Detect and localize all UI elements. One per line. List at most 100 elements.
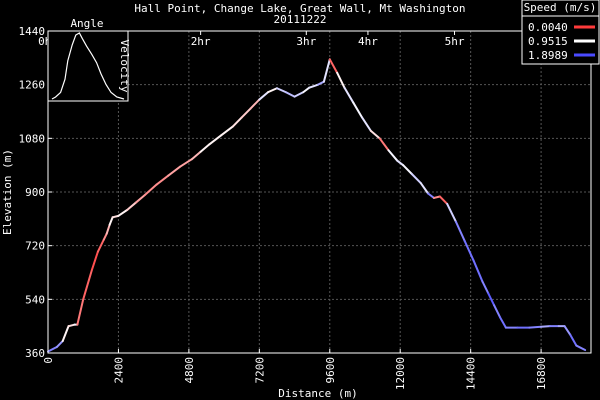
elevation-segment [361, 116, 372, 132]
grid [48, 31, 591, 353]
elevation-segment [569, 334, 578, 347]
legend-box [521, 0, 600, 65]
y-axis-label: Elevation (m) [1, 149, 14, 235]
elevation-segment [67, 323, 76, 328]
x-axis-label: Distance (m) [278, 387, 357, 400]
inset-ylabel: Velocity [118, 40, 131, 93]
y-tick-label: 360 [25, 347, 45, 360]
elevation-segment [258, 91, 270, 101]
legend-title: Speed (m/s) [524, 1, 597, 14]
elevation-segment [563, 325, 572, 337]
x-tick-label: 12000 [394, 357, 407, 390]
elevation-segment [293, 91, 305, 98]
elevation-segment [343, 86, 355, 104]
elevation-segment [427, 192, 435, 199]
x-tick-label: 9600 [324, 357, 337, 384]
inset-line [51, 32, 125, 100]
elevation-segment [387, 149, 399, 162]
elevation-segment [55, 340, 64, 349]
elevation-segment [487, 292, 496, 307]
elevation-segment [102, 232, 108, 241]
elevation-segment [47, 346, 58, 353]
elevation-segment [302, 86, 311, 94]
x-axis-ticks: 0 2400 4800 7200 9600 12000 14400 16800 [42, 349, 548, 390]
elevation-segment [410, 173, 422, 185]
elevation-segment [308, 83, 320, 89]
elevation-segment [499, 316, 507, 329]
elevation-segment [208, 134, 223, 146]
x-tick-label: 0 [42, 357, 55, 364]
elevation-segment [143, 183, 158, 196]
time-tick-label: 5hr [445, 35, 465, 48]
time-tick-label: 2hr [191, 35, 211, 48]
elevation-segment [135, 193, 146, 204]
elevation-segment [284, 91, 296, 98]
y-axis-ticks: 360 540 720 900 1080 1260 1440 [19, 25, 52, 360]
elevation-segment [167, 165, 182, 177]
elevation-segment [369, 129, 381, 140]
elevation-segment [126, 201, 138, 211]
elevation-segment [240, 107, 252, 119]
elevation-segment [454, 220, 466, 243]
x-tick-label: 14400 [465, 357, 478, 390]
inset-frame [47, 30, 129, 102]
elevation-segment [328, 58, 339, 74]
elevation-segment [396, 159, 405, 167]
elevation-segment [575, 344, 587, 352]
x-tick-label: 7200 [253, 357, 266, 384]
time-tick-label: 4hr [358, 35, 378, 48]
x-tick-label: 4800 [183, 357, 196, 384]
elevation-segment [493, 304, 502, 319]
elevation-segment [472, 259, 484, 283]
y-tick-label: 1080 [19, 132, 46, 145]
elevation-segment [249, 98, 261, 110]
elevation-segment [275, 87, 287, 94]
chart-title: Hall Point, Change Lake, Great Wall, Mt … [134, 2, 465, 15]
elevation-segment [540, 325, 551, 328]
elevation-segment [378, 137, 390, 152]
elevation-segment [322, 58, 331, 83]
elevation-segment [317, 80, 325, 86]
elevation-segment [463, 240, 475, 262]
inset-plot: Angle Velocity [47, 17, 131, 102]
x-tick-label: 16800 [535, 357, 548, 390]
elevation-segment [61, 325, 70, 343]
elevation-segment [419, 182, 430, 195]
elevation-segment [190, 150, 202, 161]
elevation-segment [199, 143, 211, 153]
legend-entry-label: 0.9515 [528, 35, 568, 48]
elevation-segment [432, 195, 441, 199]
elevation-segment [111, 214, 120, 219]
elevation-segment [336, 71, 346, 89]
legend-entry-label: 1.8989 [528, 49, 568, 62]
elevation-segment [438, 195, 449, 205]
elevation-segment [96, 238, 105, 253]
elevation-segment [179, 158, 193, 168]
time-tick-label: 3hr [296, 35, 316, 48]
legend-entry-label: 0.0040 [528, 21, 568, 34]
elevation-segment [220, 125, 234, 137]
elevation-segment [108, 216, 114, 226]
elevation-segment [76, 298, 85, 326]
y-tick-label: 540 [25, 293, 45, 306]
elevation-segment [105, 223, 111, 235]
elevation-segment [117, 208, 129, 217]
elevation-segment [155, 174, 170, 186]
y-tick-label: 720 [25, 240, 45, 253]
elevation-segment [528, 325, 543, 329]
elevation-segment [481, 280, 490, 295]
elevation-segment [402, 164, 413, 176]
x-tick-label: 2400 [112, 357, 125, 384]
y-tick-label: 900 [25, 186, 45, 199]
elevation-segment [267, 87, 278, 94]
chart-subtitle: 20111222 [274, 13, 327, 26]
elevation-segment [82, 268, 94, 301]
elevation-segment [91, 250, 99, 271]
y-tick-label: 1260 [19, 79, 46, 92]
elevation-segment [446, 202, 457, 223]
elevation-segment [352, 101, 364, 119]
elevation-segment [231, 116, 243, 128]
